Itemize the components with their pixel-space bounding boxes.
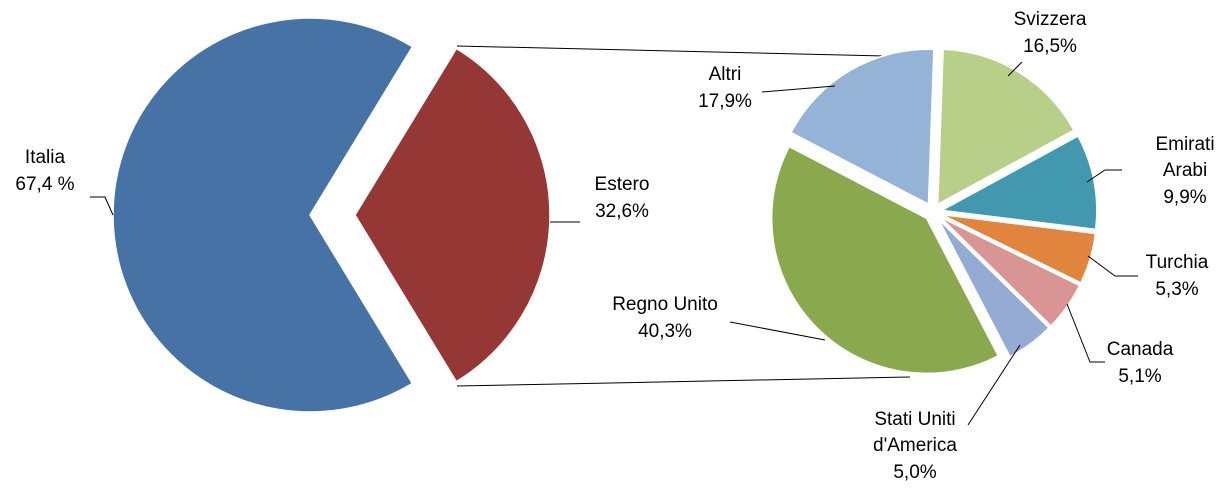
- category-label: Svizzera: [1014, 9, 1087, 30]
- leader-line: [90, 196, 114, 216]
- value-label: 5,0%: [893, 462, 936, 483]
- value-label: 9,9%: [1163, 187, 1206, 208]
- value-label: 5,1%: [1118, 366, 1161, 387]
- leader-line: [1087, 255, 1138, 277]
- category-label: Turchia: [1146, 252, 1209, 273]
- category-label: Italia: [25, 147, 66, 168]
- pie-slice: [941, 213, 1097, 284]
- pie-slice: [936, 48, 1075, 206]
- pie-slice: [770, 145, 1000, 375]
- leader-line: [1066, 303, 1105, 363]
- category-label: Estero: [595, 174, 650, 195]
- value-label: 5,3%: [1155, 279, 1198, 300]
- connector-line: [456, 376, 911, 387]
- connector-line: [456, 45, 931, 58]
- category-label: Stati Uniti d'America: [873, 409, 957, 456]
- category-label: Regno Unito: [612, 294, 718, 315]
- category-label: Emirati Arabi: [1155, 134, 1214, 181]
- category-label: Canada: [1107, 339, 1174, 360]
- pie-slice: [939, 216, 1081, 327]
- leader-line: [729, 321, 826, 341]
- pie-slice: [939, 135, 1098, 231]
- leader-line: [761, 85, 836, 93]
- category-label: Altri: [709, 64, 742, 85]
- leader-line: [967, 344, 1021, 426]
- leader-line: [1086, 169, 1122, 183]
- value-label: 17,9%: [698, 91, 752, 112]
- value-label: 16,5%: [1023, 36, 1077, 57]
- pie-slice: [937, 218, 1051, 358]
- value-label: 67,4 %: [15, 174, 74, 195]
- leader-line: [1007, 61, 1023, 77]
- value-label: 40,3%: [638, 321, 692, 342]
- pie-slice: [790, 48, 935, 206]
- value-label: 32,6%: [595, 201, 649, 222]
- pie-slice: [354, 47, 551, 383]
